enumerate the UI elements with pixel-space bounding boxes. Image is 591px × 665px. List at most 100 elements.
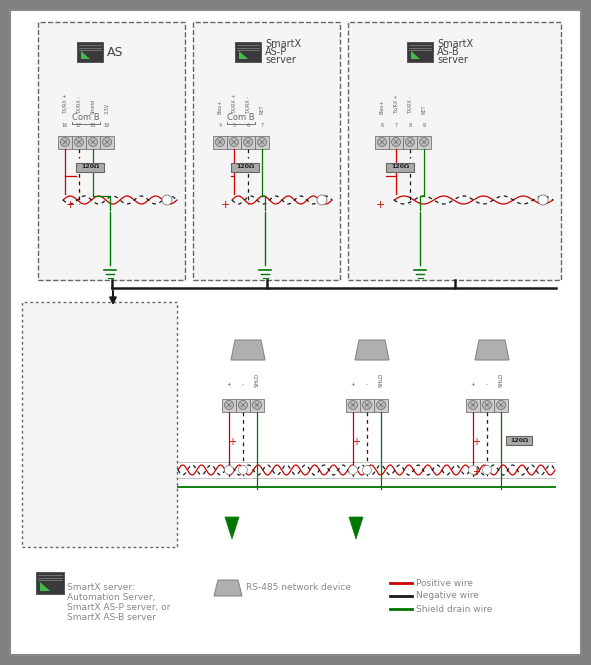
Bar: [72, 136, 86, 148]
Circle shape: [258, 138, 267, 146]
Text: +: +: [220, 200, 230, 210]
Circle shape: [74, 138, 83, 146]
Text: TX/RX -: TX/RX -: [408, 96, 413, 114]
Polygon shape: [239, 51, 248, 59]
Circle shape: [317, 195, 327, 205]
Circle shape: [225, 465, 233, 475]
Polygon shape: [225, 517, 239, 539]
Bar: [480, 398, 494, 412]
FancyBboxPatch shape: [36, 572, 64, 594]
Polygon shape: [411, 51, 420, 59]
FancyBboxPatch shape: [386, 162, 414, 172]
Text: 19: 19: [104, 123, 110, 128]
Text: server: server: [265, 55, 296, 65]
Text: 120Ω: 120Ω: [391, 164, 409, 170]
Text: +: +: [350, 382, 355, 387]
Bar: [58, 136, 72, 148]
Text: +: +: [471, 382, 475, 387]
Bar: [193, 22, 340, 280]
Bar: [227, 136, 241, 148]
Bar: [255, 136, 269, 148]
Text: AS-P: AS-P: [265, 47, 287, 57]
Circle shape: [469, 465, 478, 475]
Text: RS-485 network device: RS-485 network device: [246, 583, 351, 593]
Text: Shield: Shield: [90, 99, 96, 114]
Bar: [374, 398, 388, 412]
Text: RET: RET: [421, 104, 427, 114]
Text: Bias+: Bias+: [217, 100, 222, 114]
Polygon shape: [475, 340, 509, 360]
Text: 8: 8: [408, 123, 411, 128]
Circle shape: [405, 138, 414, 146]
Circle shape: [362, 465, 372, 475]
Text: +: +: [472, 467, 480, 477]
Bar: [348, 22, 561, 280]
Text: TX/RX -: TX/RX -: [76, 96, 82, 114]
Text: SmartX server:: SmartX server:: [67, 583, 135, 592]
Circle shape: [378, 138, 387, 146]
Circle shape: [243, 138, 252, 146]
Circle shape: [60, 138, 70, 146]
Circle shape: [362, 400, 372, 410]
Bar: [86, 136, 100, 148]
FancyBboxPatch shape: [77, 42, 103, 62]
Text: SmartX AS-B server: SmartX AS-B server: [67, 613, 156, 622]
Text: SHLD: SHLD: [378, 373, 384, 387]
Text: AS-B: AS-B: [437, 47, 460, 57]
Circle shape: [469, 400, 478, 410]
Text: -: -: [242, 382, 244, 387]
Bar: [213, 136, 227, 148]
Text: Shield drain wire: Shield drain wire: [416, 604, 492, 614]
Circle shape: [391, 138, 401, 146]
Text: +: +: [472, 437, 480, 447]
Bar: [494, 398, 508, 412]
Bar: [389, 136, 403, 148]
FancyBboxPatch shape: [76, 162, 104, 172]
Bar: [466, 398, 480, 412]
Polygon shape: [81, 51, 90, 59]
FancyBboxPatch shape: [231, 162, 259, 172]
Circle shape: [239, 465, 248, 475]
Text: 6: 6: [381, 123, 384, 128]
Polygon shape: [349, 517, 363, 539]
Text: +: +: [375, 200, 385, 210]
Bar: [346, 398, 360, 412]
Bar: [22, 302, 177, 547]
Circle shape: [229, 138, 239, 146]
Circle shape: [225, 400, 233, 410]
Circle shape: [239, 400, 248, 410]
Text: Com B: Com B: [227, 112, 255, 122]
Bar: [250, 398, 264, 412]
Text: +: +: [66, 200, 74, 210]
Text: SmartX: SmartX: [437, 39, 473, 49]
Text: AS: AS: [107, 45, 124, 59]
Text: SmartX AS-P server, or: SmartX AS-P server, or: [67, 603, 170, 612]
Circle shape: [482, 400, 492, 410]
Circle shape: [496, 400, 505, 410]
Circle shape: [482, 465, 492, 475]
Text: 7: 7: [261, 123, 264, 128]
Polygon shape: [231, 340, 265, 360]
Circle shape: [349, 465, 358, 475]
Text: 17: 17: [76, 123, 82, 128]
Bar: [241, 136, 255, 148]
Text: TX/RX -: TX/RX -: [245, 96, 251, 114]
Text: 4: 4: [219, 123, 222, 128]
Bar: [417, 136, 431, 148]
Circle shape: [216, 138, 225, 146]
Bar: [100, 136, 114, 148]
Circle shape: [252, 400, 261, 410]
Text: Positive wire: Positive wire: [416, 579, 473, 587]
FancyBboxPatch shape: [407, 42, 433, 62]
Text: -: -: [486, 382, 488, 387]
Circle shape: [102, 138, 112, 146]
Text: 9: 9: [423, 123, 426, 128]
Bar: [375, 136, 389, 148]
Text: Com B: Com B: [72, 112, 100, 122]
Text: Tx/RX +: Tx/RX +: [394, 94, 398, 114]
Text: 120Ω: 120Ω: [510, 438, 528, 442]
Text: 18: 18: [90, 123, 96, 128]
Text: -: -: [366, 382, 368, 387]
Bar: [360, 398, 374, 412]
Text: +: +: [227, 382, 231, 387]
